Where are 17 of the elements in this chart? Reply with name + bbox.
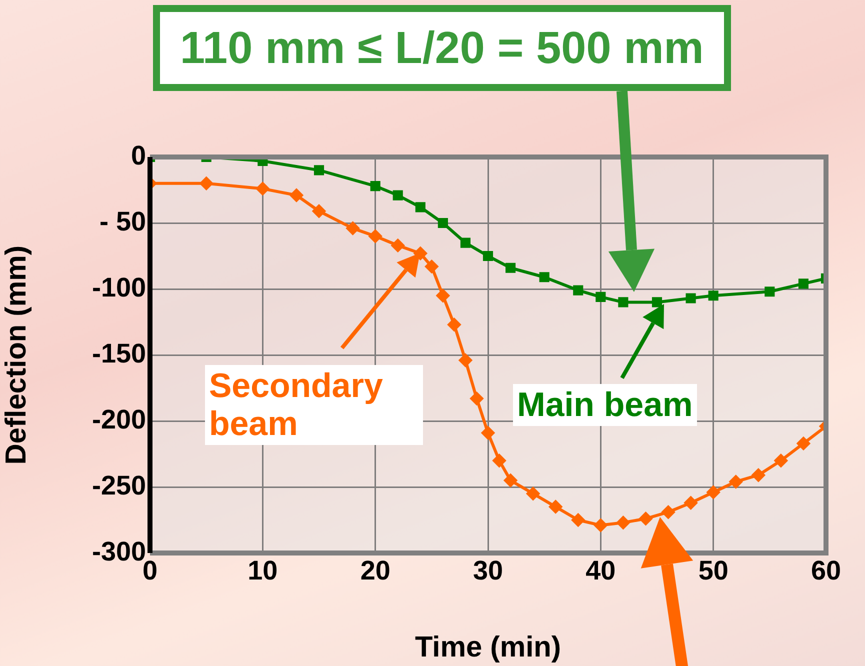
y-tick-label: -200 <box>92 404 146 434</box>
annotation: Secondary beam <box>205 365 423 445</box>
x-tick-label: 10 <box>248 556 278 586</box>
y-axis-title: Deflection (mm) <box>0 245 32 465</box>
y-tick-label: -100 <box>92 272 146 302</box>
y-tick-label: 0 <box>130 140 146 170</box>
x-tick-label: 30 <box>472 556 504 586</box>
annotation: Main beam <box>513 384 697 426</box>
y-tick-label: -250 <box>92 470 146 500</box>
x-tick-label: 50 <box>698 556 728 586</box>
x-tick-label: 60 <box>810 556 842 586</box>
x-tick-label: 40 <box>586 556 616 586</box>
x-tick-label: 20 <box>360 556 390 586</box>
y-tick-label: - 50 <box>99 206 146 236</box>
y-tick-label: -150 <box>92 338 146 368</box>
text: 110 mm ≤ L/20 = 500 mm <box>153 5 731 91</box>
x-axis-title: Time (min) <box>414 632 562 664</box>
